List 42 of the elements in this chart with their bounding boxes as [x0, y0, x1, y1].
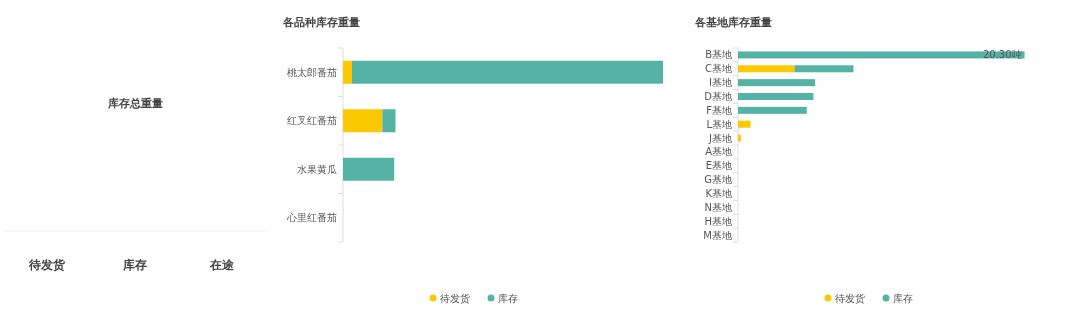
y-tick-label: A基地: [705, 146, 732, 158]
legend-label: 库存: [498, 293, 518, 304]
y-tick-label: L基地: [706, 118, 732, 130]
y-tick-label: J基地: [708, 132, 732, 144]
y-tick-label: N基地: [704, 201, 732, 213]
legend-label: 待发货: [440, 293, 470, 304]
y-tick-label: K基地: [705, 188, 732, 199]
text: 库存: [122, 258, 147, 272]
bar: [738, 65, 795, 73]
y-tick-label: 水果黄瓜: [297, 163, 337, 175]
y-tick-label: B基地: [705, 49, 732, 61]
y-tick-label: H基地: [704, 215, 732, 227]
bar: [794, 65, 854, 73]
bar: [738, 106, 807, 114]
text: 在途: [209, 258, 235, 272]
chart-title: 各基地库存重量: [694, 16, 772, 29]
bar: [738, 93, 814, 100]
text: 待发货: [28, 258, 66, 272]
legend-label: 待发货: [835, 293, 865, 304]
y-tick-label: C基地: [705, 63, 732, 75]
y-tick-label: G基地: [704, 174, 732, 186]
annotation: 20.30吨: [982, 49, 1022, 61]
legend-label: 库存: [893, 293, 913, 304]
y-tick-label: E基地: [705, 160, 732, 172]
chart-title: 各品种库存重量: [282, 16, 360, 29]
y-tick-label: 红叉红番茄: [287, 115, 337, 127]
bar: [351, 60, 663, 84]
bar: [738, 134, 741, 142]
y-tick-label: D基地: [704, 91, 732, 102]
y-tick-label: M基地: [703, 229, 732, 241]
bar: [738, 120, 751, 128]
bar: [343, 60, 352, 84]
y-tick-label: 桃太郎番茄: [287, 66, 337, 78]
bar: [738, 79, 816, 87]
bar: [382, 109, 396, 133]
y-tick-label: 心里红番茄: [286, 212, 337, 224]
bar: [343, 157, 395, 181]
y-tick-label: I基地: [709, 77, 732, 89]
bar: [343, 109, 383, 133]
text: 库存总重量: [106, 97, 163, 110]
bar: [738, 51, 1025, 59]
y-tick-label: F基地: [706, 104, 732, 116]
